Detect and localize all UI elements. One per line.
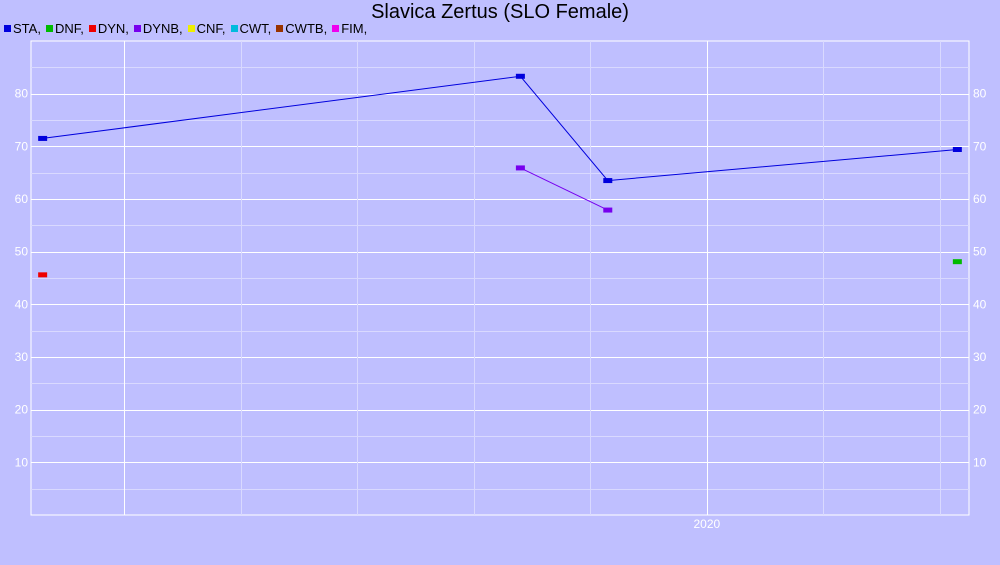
data-point-sta (952, 146, 962, 152)
legend-swatch (332, 24, 340, 32)
legend-label: STA, (13, 20, 41, 36)
x-tick-label: 2020 (693, 517, 720, 531)
data-point-dynb (603, 207, 613, 213)
legend-swatch (45, 24, 53, 32)
y-tick-label-right: 30 (973, 350, 987, 364)
y-tick-label-right: 40 (973, 297, 987, 311)
legend-label: CWTB, (285, 20, 328, 36)
data-point-dyn (38, 272, 48, 278)
legend-label: DYN, (97, 20, 129, 36)
legend-swatch (88, 24, 96, 32)
legend-item-cwt: CWT, (230, 20, 272, 36)
series-line-sta (42, 75, 958, 182)
legend-item-fim: FIM, (332, 21, 367, 36)
y-tick-label-right: 20 (973, 403, 987, 417)
y-tick-label-left: 40 (15, 297, 29, 311)
y-tick-label-left: 30 (15, 350, 29, 364)
legend-label: DNF, (54, 20, 84, 36)
data-point-sta (515, 73, 525, 79)
y-tick-label-right: 60 (973, 192, 987, 206)
chart-title: Slavica Zertus (SLO Female) (371, 1, 629, 23)
y-tick-label-right: 70 (973, 139, 987, 153)
legend-swatch (4, 24, 11, 32)
legend-label: CWT, (239, 20, 272, 36)
y-tick-label-left: 20 (15, 403, 29, 417)
legend-label: CNF, (196, 20, 226, 36)
legend-label: FIM, (341, 20, 368, 36)
y-tick-label-left: 60 (15, 192, 29, 206)
series-line-dynb (520, 167, 609, 211)
legend-label: DYNB, (142, 20, 183, 36)
y-tick-label-right: 10 (973, 455, 987, 469)
legend: STA, DNF, DYN, DYNB, CNF, CWT, CWTB, FIM, (4, 20, 372, 36)
data-point-dnf (952, 259, 962, 265)
legend-swatch (187, 24, 195, 32)
legend-item-dyn: DYN, (88, 20, 129, 36)
legend-swatch (133, 24, 141, 32)
data-point-sta (603, 178, 613, 184)
y-tick-label-left: 70 (15, 139, 29, 153)
legend-swatch (230, 24, 238, 32)
legend-item-cwtb: CWTB, (276, 21, 327, 36)
y-tick-label-left: 50 (15, 245, 29, 259)
y-tick-label-right: 50 (973, 245, 987, 259)
data-point-sta (38, 135, 48, 141)
legend-item-sta: STA, (4, 21, 41, 36)
y-tick-label-right: 80 (973, 87, 987, 101)
legend-item-cnf: CNF, (187, 20, 226, 36)
legend-item-dynb: DYNB, (133, 20, 183, 36)
y-tick-label-left: 80 (15, 87, 29, 101)
data-point-dynb (515, 165, 525, 171)
legend-swatch (276, 24, 284, 32)
legend-item-dnf: DNF, (45, 20, 84, 36)
y-tick-label-left: 10 (15, 455, 29, 469)
